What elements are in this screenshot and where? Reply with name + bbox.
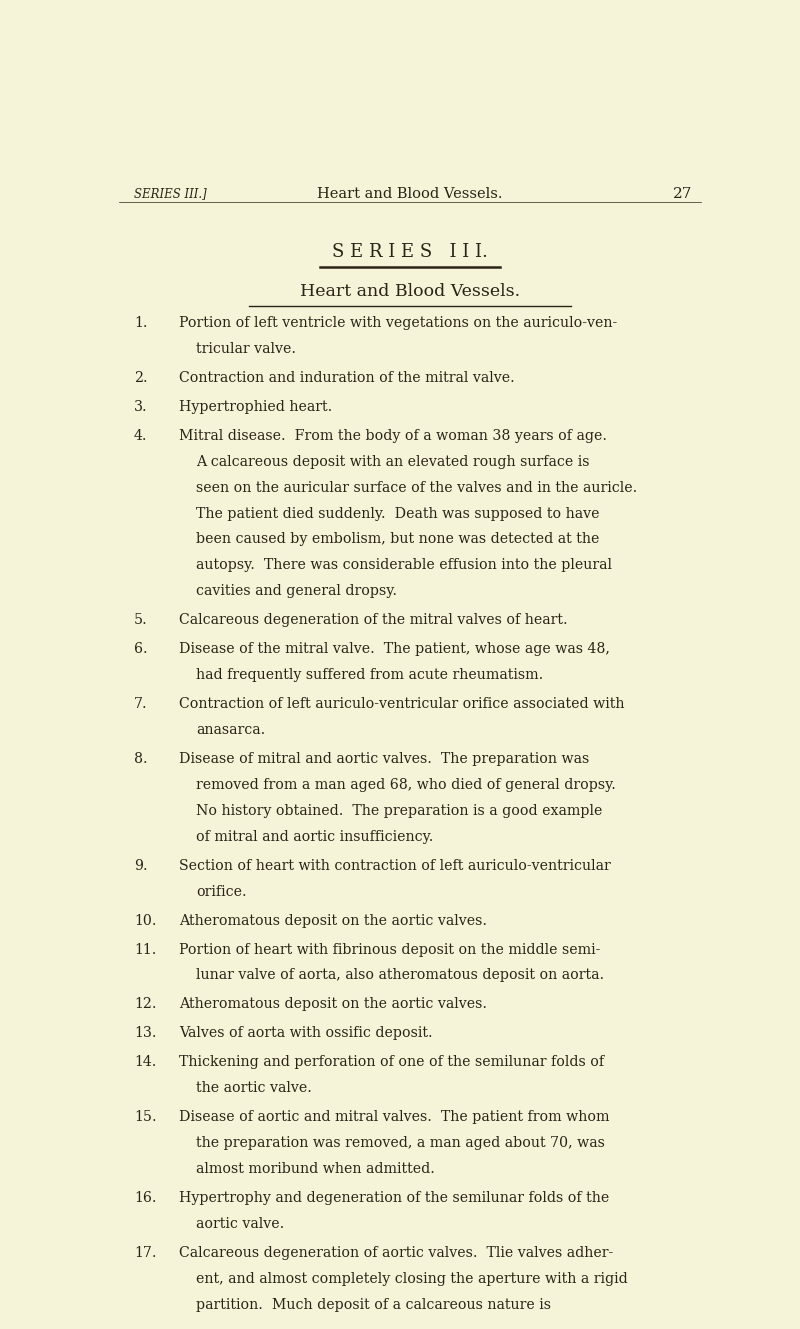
- Text: seen on the auricular surface of the valves and in the auricle.: seen on the auricular surface of the val…: [196, 481, 638, 494]
- Text: Contraction of left auriculo-ventricular orifice associated with: Contraction of left auriculo-ventricular…: [178, 698, 624, 711]
- Text: almost moribund when admitted.: almost moribund when admitted.: [196, 1162, 435, 1176]
- Text: Heart and Blood Vessels.: Heart and Blood Vessels.: [318, 187, 502, 201]
- Text: A calcareous deposit with an elevated rough surface is: A calcareous deposit with an elevated ro…: [196, 455, 590, 469]
- Text: Heart and Blood Vessels.: Heart and Blood Vessels.: [300, 283, 520, 300]
- Text: the aortic valve.: the aortic valve.: [196, 1082, 312, 1095]
- Text: Calcareous degeneration of aortic valves.  Tlie valves adher-: Calcareous degeneration of aortic valves…: [178, 1247, 613, 1260]
- Text: 1.: 1.: [134, 316, 147, 330]
- Text: 12.: 12.: [134, 998, 157, 1011]
- Text: 6.: 6.: [134, 642, 148, 657]
- Text: 10.: 10.: [134, 913, 157, 928]
- Text: The patient died suddenly.  Death was supposed to have: The patient died suddenly. Death was sup…: [196, 506, 600, 521]
- Text: SERIES III.]: SERIES III.]: [134, 187, 207, 201]
- Text: 13.: 13.: [134, 1026, 157, 1041]
- Text: Disease of the mitral valve.  The patient, whose age was 48,: Disease of the mitral valve. The patient…: [178, 642, 610, 657]
- Text: 15.: 15.: [134, 1110, 157, 1124]
- Text: the preparation was removed, a man aged about 70, was: the preparation was removed, a man aged …: [196, 1136, 605, 1151]
- Text: Portion of left ventricle with vegetations on the auriculo-ven-: Portion of left ventricle with vegetatio…: [178, 316, 617, 330]
- Text: lunar valve of aorta, also atheromatous deposit on aorta.: lunar valve of aorta, also atheromatous …: [196, 969, 604, 982]
- Text: Thickening and perforation of one of the semilunar folds of: Thickening and perforation of one of the…: [178, 1055, 604, 1070]
- Text: Section of heart with contraction of left auriculo-ventricular: Section of heart with contraction of lef…: [178, 859, 610, 873]
- Text: cavities and general dropsy.: cavities and general dropsy.: [196, 585, 397, 598]
- Text: Atheromatous deposit on the aortic valves.: Atheromatous deposit on the aortic valve…: [178, 998, 486, 1011]
- Text: 8.: 8.: [134, 752, 148, 766]
- Text: of mitral and aortic insufficiency.: of mitral and aortic insufficiency.: [196, 829, 434, 844]
- Text: 9.: 9.: [134, 859, 148, 873]
- Text: ent, and almost completely closing the aperture with a rigid: ent, and almost completely closing the a…: [196, 1272, 628, 1286]
- Text: Calcareous degeneration of the mitral valves of heart.: Calcareous degeneration of the mitral va…: [178, 613, 567, 627]
- Text: orifice.: orifice.: [196, 885, 246, 898]
- Text: 7.: 7.: [134, 698, 148, 711]
- Text: 11.: 11.: [134, 942, 157, 957]
- Text: autopsy.  There was considerable effusion into the pleural: autopsy. There was considerable effusion…: [196, 558, 612, 573]
- Text: been caused by embolism, but none was detected at the: been caused by embolism, but none was de…: [196, 533, 599, 546]
- Text: Valves of aorta with ossific deposit.: Valves of aorta with ossific deposit.: [178, 1026, 432, 1041]
- Text: Portion of heart with fibrinous deposit on the middle semi-: Portion of heart with fibrinous deposit …: [178, 942, 600, 957]
- Text: partition.  Much deposit of a calcareous nature is: partition. Much deposit of a calcareous …: [196, 1298, 551, 1312]
- Text: 2.: 2.: [134, 371, 148, 385]
- Text: Disease of aortic and mitral valves.  The patient from whom: Disease of aortic and mitral valves. The…: [178, 1110, 610, 1124]
- Text: Atheromatous deposit on the aortic valves.: Atheromatous deposit on the aortic valve…: [178, 913, 486, 928]
- Text: 16.: 16.: [134, 1191, 157, 1205]
- Text: aortic valve.: aortic valve.: [196, 1217, 284, 1231]
- Text: 17.: 17.: [134, 1247, 157, 1260]
- Text: No history obtained.  The preparation is a good example: No history obtained. The preparation is …: [196, 804, 602, 817]
- Text: Disease of mitral and aortic valves.  The preparation was: Disease of mitral and aortic valves. The…: [178, 752, 589, 766]
- Text: had frequently suffered from acute rheumatism.: had frequently suffered from acute rheum…: [196, 668, 543, 682]
- Text: removed from a man aged 68, who died of general dropsy.: removed from a man aged 68, who died of …: [196, 777, 616, 792]
- Text: 5.: 5.: [134, 613, 148, 627]
- Text: 27: 27: [673, 187, 692, 201]
- Text: 14.: 14.: [134, 1055, 157, 1070]
- Text: 4.: 4.: [134, 429, 147, 443]
- Text: Hypertrophy and degeneration of the semilunar folds of the: Hypertrophy and degeneration of the semi…: [178, 1191, 609, 1205]
- Text: 3.: 3.: [134, 400, 148, 413]
- Text: Mitral disease.  From the body of a woman 38 years of age.: Mitral disease. From the body of a woman…: [178, 429, 606, 443]
- Text: anasarca.: anasarca.: [196, 723, 266, 738]
- Text: tricular valve.: tricular valve.: [196, 342, 296, 356]
- Text: Hypertrophied heart.: Hypertrophied heart.: [178, 400, 332, 413]
- Text: Contraction and induration of the mitral valve.: Contraction and induration of the mitral…: [178, 371, 514, 385]
- Text: S E R I E S   I I I.: S E R I E S I I I.: [332, 243, 488, 262]
